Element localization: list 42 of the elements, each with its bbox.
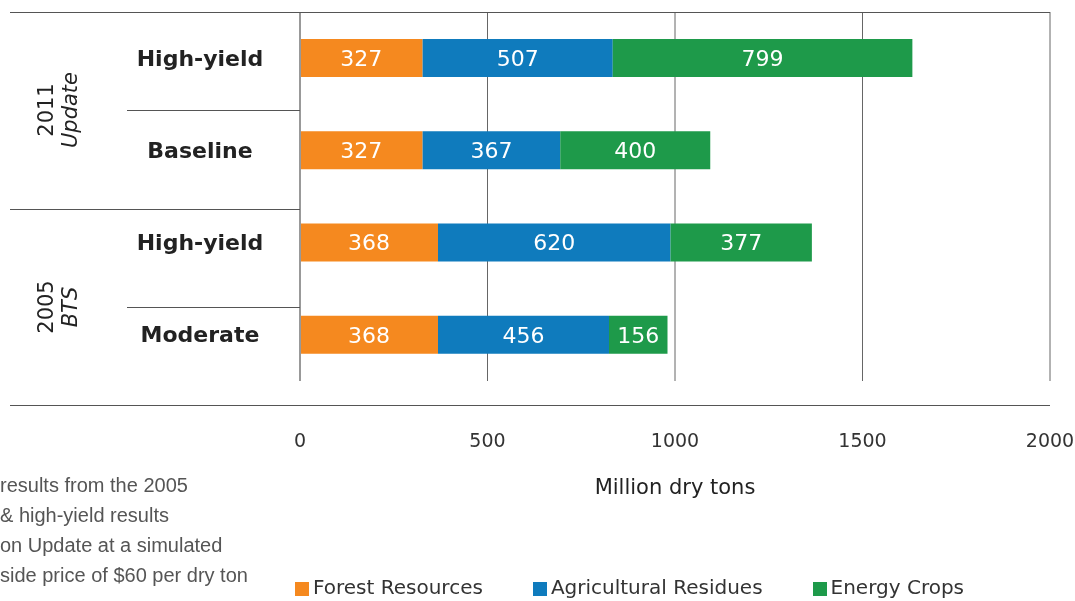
bar [438,315,609,354]
data-label: 620 [533,230,576,256]
y-tick-label: Baseline [147,137,253,163]
bar [300,39,423,77]
data-label: 400 [614,138,657,164]
x-tick-label: 500 [469,429,506,452]
data-label: 368 [348,230,390,256]
bar [560,131,711,170]
data-label: 327 [340,138,383,164]
y-tick-label: Moderate [140,322,260,348]
bar [300,223,438,262]
y-tick-label: High-yield [136,45,264,71]
data-label: 799 [741,45,784,71]
text: on Update at a simulated [0,533,224,558]
x-tick-label: 2000 [1025,429,1075,452]
bar [670,223,812,262]
x-axis-title: Million dry tons [594,474,756,499]
bar [612,39,913,77]
bar [422,131,561,170]
data-label: 368 [348,322,390,348]
x-tick-label: 1000 [650,429,700,452]
text: 2005 BTS [34,280,82,334]
y-tick-label: High-yield [136,230,264,256]
bar [438,223,671,262]
data-label: 456 [502,322,545,348]
legend-label: Forest Resources [313,575,483,599]
bar [300,315,438,354]
legend-label: Energy Crops [830,575,965,599]
bar [422,39,613,77]
bar [300,131,423,170]
legend-label: Agricultural Residues [550,575,763,599]
text: side price of $60 per dry ton [0,563,248,588]
data-label: 327 [340,45,383,71]
text: results from the 2005 [0,473,189,498]
data-label: 507 [496,45,539,71]
x-tick-label: 0 [293,429,307,452]
data-label: 156 [617,322,660,348]
data-label: 377 [720,230,763,256]
text: & high-yield results [0,503,170,528]
data-label: 367 [470,138,513,164]
text: 2011 Update [34,72,82,149]
x-tick-label: 1500 [838,429,887,452]
